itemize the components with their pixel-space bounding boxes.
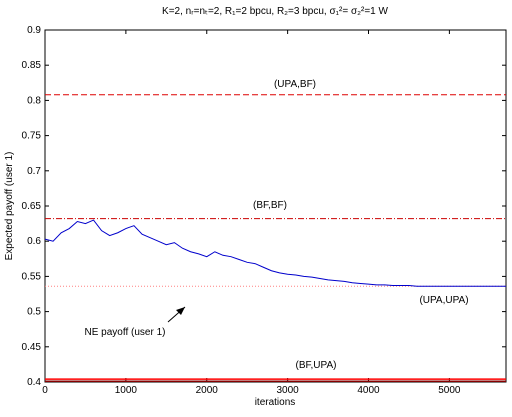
y-tick-label: 0.85 [22, 60, 42, 71]
annotation: (BF,BF) [253, 200, 287, 211]
y-tick-label: 0.65 [22, 201, 42, 212]
x-tick-label: 4000 [357, 385, 380, 396]
y-tick-label: 0.75 [22, 131, 42, 142]
arrow-head [176, 307, 185, 315]
annotation: NE payoff (user 1) [85, 327, 166, 338]
annotation: (BF,UPA) [296, 360, 337, 371]
y-tick-label: 0.45 [22, 342, 42, 353]
y-tick-label: 0.6 [27, 236, 41, 247]
y-tick-label: 0.8 [27, 95, 41, 106]
y-tick-label: 0.4 [27, 377, 41, 388]
annotation: (UPA,UPA) [419, 295, 468, 306]
x-tick-label: 0 [42, 385, 48, 396]
annotation: (UPA,BF) [274, 79, 316, 90]
y-tick-label: 0.7 [27, 166, 41, 177]
x-tick-label: 2000 [196, 385, 219, 396]
y-tick-label: 0.9 [27, 25, 41, 36]
x-tick-label: 3000 [277, 385, 300, 396]
chart-title: K=2, nᵣ=nₜ=2, R₁=2 bpcu, R₂=3 bpcu, σ₁²=… [162, 6, 388, 17]
x-tick-label: 1000 [115, 385, 138, 396]
series-line [44, 219, 506, 287]
y-tick-label: 0.5 [27, 307, 41, 318]
y-tick-label: 0.55 [22, 271, 42, 282]
x-tick-label: 5000 [438, 385, 461, 396]
y-axis-label: Expected payoff (user 1) [4, 152, 15, 261]
x-axis-label: iterations [255, 397, 296, 408]
